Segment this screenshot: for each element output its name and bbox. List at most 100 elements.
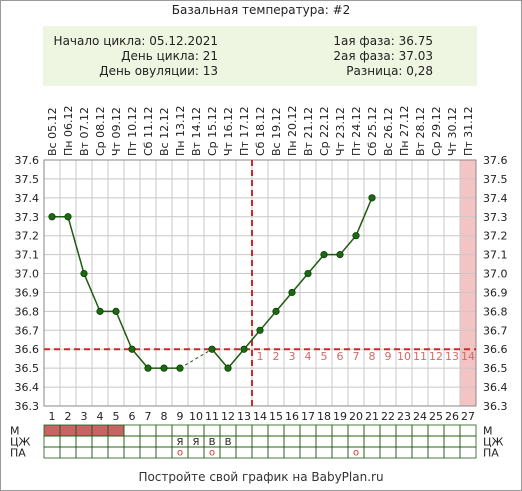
temperature-line-segment — [291, 273, 309, 293]
row-grid-cell — [283, 446, 301, 459]
y-tick-label-right: 36.5 — [483, 362, 508, 375]
temperature-point — [224, 364, 232, 372]
luteal-day-label: 1 — [257, 350, 264, 363]
y-tick-label-left: 37.6 — [15, 154, 40, 167]
cycle-day-label: 18 — [317, 410, 331, 423]
temperature-line-segment — [355, 197, 373, 236]
temperature-point — [304, 269, 312, 278]
row-grid-cell — [139, 435, 157, 448]
cycle-day-label: 2 — [65, 410, 72, 423]
temperature-line-segment — [67, 216, 85, 274]
intercourse-mark: о — [177, 448, 183, 459]
row-grid-cell — [123, 424, 141, 437]
y-tick-label-right: 37.0 — [483, 268, 508, 281]
row-grid-cell — [427, 446, 445, 459]
y-tick-label-right: 36.6 — [483, 343, 508, 356]
row-grid-cell — [379, 424, 397, 437]
menstruation-cell — [92, 425, 108, 436]
temperature-point — [160, 364, 168, 372]
y-tick-label-right: 37.1 — [483, 249, 508, 262]
row-grid-cell — [267, 424, 285, 437]
cycle-day-label: 6 — [129, 410, 136, 423]
temperature-line-segment — [275, 291, 293, 312]
row-grid-cell — [283, 435, 301, 448]
cycle-day-label: 12 — [221, 410, 235, 423]
y-tick-label-right: 36.7 — [483, 324, 508, 337]
temperature-point — [64, 213, 72, 221]
cycle-day-label: 22 — [381, 410, 395, 423]
y-tick-label-right: 37.2 — [483, 230, 508, 243]
chart-title: Базальная температура: #2 — [171, 3, 351, 17]
temperature-gap-segment — [179, 348, 213, 369]
row-grid-cell — [299, 435, 317, 448]
cycle-day-label: 3 — [81, 410, 88, 423]
row-grid-cell — [411, 435, 429, 448]
row-grid-cell — [187, 446, 205, 459]
y-tick-label-left: 37.1 — [15, 249, 40, 262]
cycle-stats-panel: Начало цикла: 05.12.2021 День цикла: 21 … — [43, 26, 477, 86]
row-grid-cell — [91, 446, 109, 459]
y-tick-label-left: 36.5 — [15, 362, 40, 375]
luteal-day-label: 2 — [273, 350, 280, 363]
row-grid-cell — [459, 435, 477, 448]
temperature-point — [368, 194, 376, 202]
temperature-line-segment — [115, 311, 133, 350]
y-tick-label-left: 36.3 — [15, 400, 40, 413]
date-label: Пн 20.12 — [286, 106, 299, 156]
date-label: Вт 28.12 — [414, 107, 427, 156]
y-tick-label-right: 37.5 — [483, 173, 508, 186]
temperature-point — [272, 307, 280, 315]
cycle-day-label: 15 — [269, 410, 283, 423]
row-grid-cell — [267, 435, 285, 448]
date-label: Пн 27.12 — [398, 106, 411, 156]
expected-period-band — [460, 160, 476, 406]
row-grid-cell — [459, 424, 477, 437]
date-label: Сб 25.12 — [366, 107, 379, 156]
date-label: Вт 14.12 — [190, 107, 203, 156]
row-label-left: ПА — [10, 447, 26, 460]
date-label: Чт 30.12 — [446, 107, 459, 156]
row-grid-cell — [139, 446, 157, 459]
luteal-day-label: 11 — [413, 350, 427, 363]
temperature-line-segment — [83, 273, 101, 312]
luteal-day-label: 8 — [369, 350, 376, 363]
temperature-point — [240, 345, 248, 353]
cervical-mark: В — [209, 437, 216, 448]
footer-link[interactable]: Постройте свой график на BabyPlan.ru — [138, 470, 384, 484]
row-grid-cell — [91, 435, 109, 448]
luteal-day-label: 3 — [289, 350, 296, 363]
date-label: Вс 12.12 — [158, 107, 171, 156]
row-label-left: М — [10, 425, 20, 438]
cycle-day-label: 21 — [365, 410, 379, 423]
row-grid-cell — [379, 435, 397, 448]
temperature-point — [80, 269, 88, 278]
cycle-day-label: 5 — [113, 410, 120, 423]
row-grid-cell — [235, 446, 253, 459]
phase1-average: 1ая фаза: 36.75 — [333, 34, 433, 48]
row-grid-cell — [139, 424, 157, 437]
row-grid-cell — [363, 424, 381, 437]
date-label: Чт 23.12 — [334, 107, 347, 156]
y-tick-label-right: 36.3 — [483, 400, 508, 413]
luteal-day-label: 12 — [429, 350, 443, 363]
date-label: Пт 17.12 — [238, 106, 251, 156]
row-grid-cell — [171, 424, 189, 437]
y-tick-label-right: 37.6 — [483, 154, 508, 167]
row-grid-cell — [427, 435, 445, 448]
y-tick-label-right: 36.8 — [483, 305, 508, 318]
row-grid-cell — [251, 446, 269, 459]
phase-difference: Разница: 0,28 — [346, 64, 433, 78]
row-grid-cell — [235, 435, 253, 448]
cycle-day-label: 24 — [413, 410, 427, 423]
row-label-right: ЦЖ — [483, 436, 504, 449]
y-tick-label-right: 37.3 — [483, 211, 508, 224]
cycle-day-label: 14 — [253, 410, 267, 423]
row-grid-cell — [59, 435, 77, 448]
row-grid-cell — [331, 424, 349, 437]
temperature-point — [288, 288, 296, 297]
temperature-point — [256, 326, 264, 334]
row-grid-cell — [187, 424, 205, 437]
row-label-left: ЦЖ — [10, 436, 31, 449]
cycle-day-label: 23 — [397, 410, 411, 423]
row-grid-cell — [427, 424, 445, 437]
